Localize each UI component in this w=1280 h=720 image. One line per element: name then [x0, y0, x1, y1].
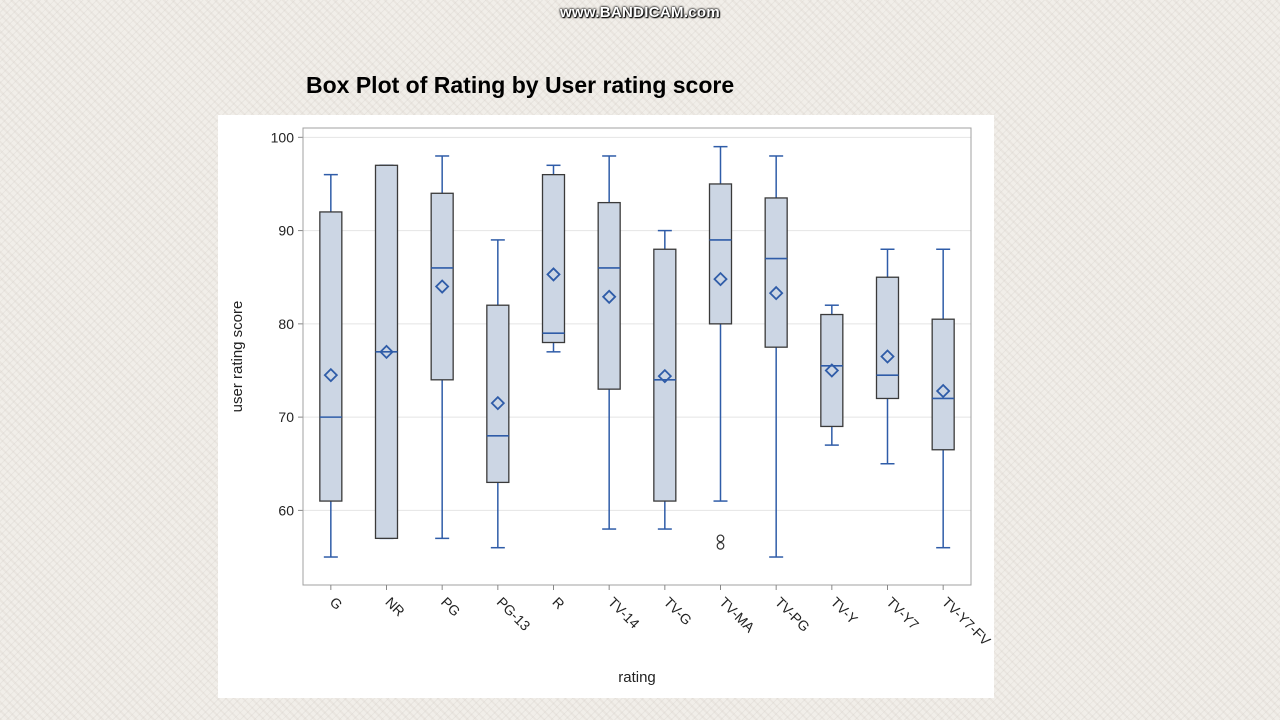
box-tv-y7-fv: TV-Y7-FV	[931, 248, 994, 649]
y-tick-label: 70	[278, 409, 294, 425]
y-tick-label: 80	[278, 316, 294, 332]
y-tick-label: 100	[271, 129, 295, 145]
box-plot: 60 70 80 90 100 G NR PG PG-13 R TV-14 TV-G TV-MA TV-P…	[229, 127, 994, 686]
y-tick-label: 90	[278, 223, 294, 239]
x-tick-label: TV-Y	[828, 594, 862, 628]
mean-marker	[935, 383, 951, 399]
outlier-point	[716, 534, 725, 543]
chart-panel: 60 70 80 90 100 G NR PG PG-13 R TV-14 TV-G TV-MA TV-P…	[218, 115, 994, 698]
x-tick-label: TV-14	[605, 594, 643, 632]
iqr-box	[708, 183, 733, 325]
iqr-box	[486, 304, 510, 484]
x-tick-label: G	[327, 594, 346, 613]
iqr-box	[653, 248, 677, 502]
box-tv-y7: TV-Y7	[875, 248, 922, 633]
plot-frame	[302, 127, 972, 586]
mean-marker	[824, 363, 840, 378]
x-axis-label: rating	[618, 669, 656, 686]
mean-marker	[880, 349, 895, 364]
x-tick-label: TV-Y7-FV	[939, 594, 994, 649]
iqr-box	[764, 197, 788, 348]
x-tick-label: PG-13	[494, 594, 534, 634]
mean-marker	[379, 344, 394, 360]
box-tv-14: TV-14	[597, 155, 643, 632]
box-g: G	[319, 173, 346, 613]
box-tv-ma: TV-MA	[708, 145, 758, 636]
iqr-box	[597, 201, 621, 390]
iqr-box	[875, 276, 900, 400]
x-tick-label: TV-MA	[716, 594, 758, 636]
x-tick-label: TV-Y7	[883, 594, 922, 633]
iqr-box	[430, 192, 454, 381]
outlier-point	[716, 541, 725, 550]
mean-marker	[768, 285, 784, 301]
mean-marker	[546, 267, 561, 282]
y-axis-label: user rating score	[229, 301, 246, 413]
mean-marker	[713, 271, 728, 287]
box-tv-g: TV-G	[653, 229, 695, 628]
mean-marker	[657, 368, 673, 384]
x-tick-label: TV-G	[661, 594, 695, 628]
box-r: R	[541, 164, 568, 612]
box-nr: NR	[374, 164, 408, 620]
iqr-box	[541, 173, 566, 344]
y-tick-label: 60	[278, 502, 294, 518]
box-pg: PG	[430, 155, 464, 620]
mean-marker	[490, 395, 506, 411]
x-tick-label: TV-PG	[772, 594, 813, 635]
x-tick-label: PG	[438, 594, 464, 620]
chart-title: Box Plot of Rating by User rating score	[306, 72, 735, 98]
mean-marker	[434, 279, 450, 294]
box-pg-13: PG-13	[486, 239, 534, 634]
box-tv-y: TV-Y	[820, 304, 862, 628]
iqr-box	[319, 211, 343, 502]
box-tv-pg: TV-PG	[764, 155, 813, 635]
mean-marker	[323, 367, 339, 383]
x-tick-label: R	[549, 594, 567, 612]
mean-marker	[601, 289, 617, 305]
x-tick-label: NR	[382, 594, 408, 620]
watermark: www.BANDICAM.com	[559, 4, 721, 21]
iqr-box	[820, 313, 844, 428]
